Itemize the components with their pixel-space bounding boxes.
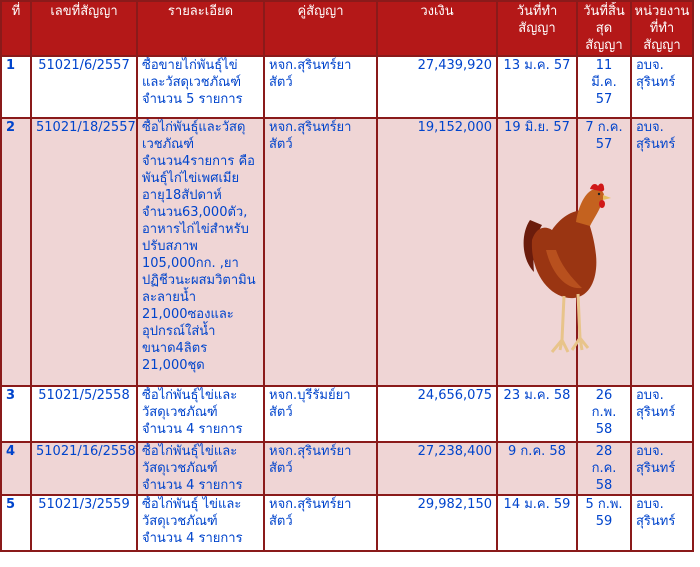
row-amount: 24,656,075 — [376, 385, 498, 443]
row-end: 7 ก.ค. 57 — [576, 117, 632, 387]
row-party: หจก.สุรินทร์ยาสัตว์ — [263, 441, 378, 496]
row-agency: อบจ. สุรินทร์ — [630, 385, 694, 443]
table-row: 1 51021/6/2557 ซื้อขายไก่พันธุ์ไข่และวัส… — [0, 55, 694, 119]
contracts-table: ที่ เลขที่สัญญา รายละเอียด คู่สัญญา วงเง… — [0, 0, 694, 552]
row-start: 14 ม.ค. 59 — [496, 494, 578, 552]
row-start: 9 ก.ค. 58 — [496, 441, 578, 496]
row-party: หจก.สุรินทร์ยาสัตว์ — [263, 117, 378, 387]
row-detail: ซื้อไก่พันธุ์ ไข่และวัสดุเวชภัณฑ์ จำนวน … — [136, 494, 265, 552]
row-start: 13 ม.ค. 57 — [496, 55, 578, 119]
header-contract-no: เลขที่สัญญา — [30, 0, 138, 57]
row-end: 11 มี.ค. 57 — [576, 55, 632, 119]
row-party: หจก.บุรีรัมย์ยาสัตว์ — [263, 385, 378, 443]
header-amount: วงเงิน — [376, 0, 498, 57]
table-row: 4 51021/16/2558 ซื้อไก่พันธุ์ไข่และวัสดุ… — [0, 441, 694, 496]
row-amount: 19,152,000 — [376, 117, 498, 387]
row-no: 5 — [0, 494, 32, 552]
row-contract: 51021/16/2558 — [30, 441, 138, 496]
table-row: 2 51021/18/2557 ซื้อไก่พันธุ์และวัสดุเวช… — [0, 117, 694, 387]
row-amount: 27,238,400 — [376, 441, 498, 496]
row-no: 3 — [0, 385, 32, 443]
row-contract: 51021/18/2557 — [30, 117, 138, 387]
row-detail: ซื้อไก่พันธุ์และวัสดุเวชภัณฑ์ จำนวน4รายก… — [136, 117, 265, 387]
row-contract: 51021/3/2559 — [30, 494, 138, 552]
row-end: 5 ก.พ. 59 — [576, 494, 632, 552]
row-agency: อบจ. สุรินทร์ — [630, 117, 694, 387]
row-contract: 51021/6/2557 — [30, 55, 138, 119]
row-contract: 51021/5/2558 — [30, 385, 138, 443]
row-end: 26 ก.พ. 58 — [576, 385, 632, 443]
row-party: หจก.สุรินทร์ยาสัตว์ — [263, 55, 378, 119]
row-end: 28 ก.ค. 58 — [576, 441, 632, 496]
table-row: 5 51021/3/2559 ซื้อไก่พันธุ์ ไข่และวัสดุ… — [0, 494, 694, 552]
row-start: 19 มิ.ย. 57 — [496, 117, 578, 387]
row-detail: ซื้อไก่พันธุ์ไข่และวัสดุเวชภัณฑ์ จำนวน 4… — [136, 441, 265, 496]
header-agency: หน่วยงานที่ทำสัญญา — [630, 0, 694, 57]
row-detail: ซื้อไก่พันธุ์ไข่และวัสดุเวชภัณฑ์ จำนวน 4… — [136, 385, 265, 443]
table-header-row: ที่ เลขที่สัญญา รายละเอียด คู่สัญญา วงเง… — [0, 0, 694, 57]
row-no: 4 — [0, 441, 32, 496]
row-start: 23 ม.ค. 58 — [496, 385, 578, 443]
row-agency: อบจ. สุรินทร์ — [630, 441, 694, 496]
row-no: 1 — [0, 55, 32, 119]
header-no: ที่ — [0, 0, 32, 57]
row-agency: อบจ. สุรินทร์ — [630, 55, 694, 119]
row-detail: ซื้อขายไก่พันธุ์ไข่และวัสดุเวชภัณฑ์ จำนว… — [136, 55, 265, 119]
row-amount: 27,439,920 — [376, 55, 498, 119]
row-agency: อบจ. สุรินทร์ — [630, 494, 694, 552]
header-end-date: วันที่สิ้นสุดสัญญา — [576, 0, 632, 57]
table-row: 3 51021/5/2558 ซื้อไก่พันธุ์ไข่และวัสดุเ… — [0, 385, 694, 443]
header-party: คู่สัญญา — [263, 0, 378, 57]
row-amount: 29,982,150 — [376, 494, 498, 552]
row-party: หจก.สุรินทร์ยาสัตว์ — [263, 494, 378, 552]
header-start-date: วันที่ทำสัญญา — [496, 0, 578, 57]
header-detail: รายละเอียด — [136, 0, 265, 57]
row-no: 2 — [0, 117, 32, 387]
